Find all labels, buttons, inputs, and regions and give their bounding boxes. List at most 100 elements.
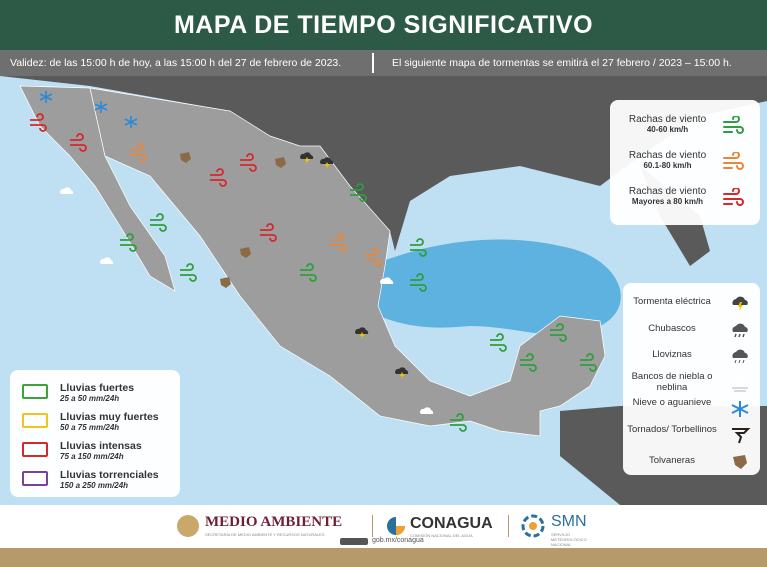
- weather-label: Tolvaneras: [649, 455, 695, 466]
- weather-icon: [731, 401, 749, 417]
- wind-stroke: [723, 116, 744, 134]
- validity: Validez: de las 15:00 h de hoy, a las 15…: [10, 57, 342, 69]
- map-icon: [580, 353, 597, 372]
- map-icon: [380, 277, 394, 284]
- wind-mark: [210, 168, 227, 187]
- wind-mark: [70, 133, 87, 152]
- wind-icon: [723, 188, 744, 206]
- cloud: [732, 296, 748, 305]
- wind-mark: [550, 323, 567, 342]
- next-map: El siguiente mapa de tormentas se emitir…: [392, 57, 732, 69]
- rain: [734, 333, 745, 337]
- wind-mark: [150, 213, 167, 232]
- rain-name: Lluvias torrenciales: [60, 469, 159, 481]
- map-icon: [60, 187, 74, 194]
- wind-legend: Rachas de viento 40-60 km/h Rachas de vien…: [610, 100, 760, 225]
- divider: [508, 515, 509, 537]
- wind-range: Mayores a 80 km/h: [631, 197, 704, 206]
- wind-stroke: [723, 152, 744, 170]
- smn-logo: [521, 514, 545, 538]
- map-icon: [70, 133, 87, 152]
- map-icon: [124, 116, 138, 128]
- wind-mark: [450, 413, 467, 432]
- weather-label: Lloviznas: [652, 349, 692, 360]
- rain-label: Lluvias torrenciales 150 a 250 mm/24h: [60, 469, 159, 490]
- dust-mark: [275, 157, 286, 168]
- wind-mark: [260, 223, 277, 242]
- footer-band: [0, 548, 767, 567]
- separator: [372, 53, 374, 73]
- wind-mark: [410, 238, 427, 257]
- weather-legend: Tormenta eléctrica Chubascos Lloviznas Banc…: [623, 283, 760, 475]
- wind-label: Rachas de viento 40-60 km/h: [620, 114, 715, 134]
- map-icon: [300, 152, 314, 164]
- weather-label: Bancos de niebla o neblina: [631, 370, 713, 393]
- map-icon: [490, 333, 507, 352]
- rain-label: Lluvias muy fuertes 50 a 75 mm/24h: [60, 411, 159, 432]
- cloud: [732, 349, 748, 358]
- wind-stroke: [723, 188, 744, 206]
- wind-mark: [330, 233, 347, 252]
- dust-mark: [220, 277, 231, 288]
- map-icon: [395, 367, 409, 379]
- bolt-mark: [325, 162, 330, 169]
- map-icon: [39, 91, 53, 103]
- weather-icon: [732, 349, 748, 364]
- deep-water: [330, 239, 621, 335]
- wind-icon: [723, 152, 744, 170]
- weather-icon: [732, 376, 748, 392]
- map-icon: [330, 233, 347, 252]
- wind-name: Rachas de viento: [628, 186, 707, 197]
- storm-mark: [300, 152, 314, 159]
- map-icon: [365, 248, 382, 267]
- title: MAPA DE TIEMPO SIGNIFICATIVO: [0, 0, 767, 50]
- wind-mark: [130, 143, 147, 162]
- footer: MEDIO AMBIENTE SECRETARÍA DE MEDIO AMBIE…: [0, 505, 767, 548]
- wind-label: Rachas de viento Mayores a 80 km/h: [620, 186, 715, 206]
- map-icon: [30, 113, 47, 132]
- snow-mark: [39, 91, 53, 103]
- cloud-mark: [420, 407, 434, 414]
- rain-swatch: [22, 471, 48, 486]
- info-bar: Validez: de las 15:00 h de hoy, a las 15…: [0, 50, 767, 76]
- semarnat-logo: [177, 515, 199, 537]
- wind-mark: [30, 113, 47, 132]
- wind-mark: [350, 183, 367, 202]
- conagua-sub: COMISIÓN NACIONAL DEL AGUA: [410, 533, 473, 538]
- rain-swatch: [22, 384, 48, 399]
- map-icon: [150, 213, 167, 232]
- bolt-mark: [360, 332, 365, 339]
- bolt: [738, 302, 743, 311]
- map-icon: [355, 327, 369, 339]
- bolt-mark: [305, 157, 310, 164]
- wind-mark: [180, 263, 197, 282]
- weather-label: Chubascos: [648, 322, 696, 334]
- weather-icon: [733, 455, 747, 469]
- cloud-mark: [380, 277, 394, 284]
- wind-mark: [300, 263, 317, 282]
- wind-label: Rachas de viento 60.1-80 km/h: [620, 150, 715, 170]
- rain-range: 75 a 150 mm/24h: [60, 452, 124, 461]
- rain-name: Lluvias muy fuertes: [60, 411, 159, 423]
- wind-mark: [490, 333, 507, 352]
- wind-mark: [520, 353, 537, 372]
- rain-name: Lluvias fuertes: [60, 382, 135, 394]
- divider: [372, 515, 373, 537]
- rain-label: Lluvias fuertes 25 a 50 mm/24h: [60, 382, 134, 403]
- wind-range: 60.1-80 km/h: [643, 161, 692, 170]
- wind-name: Rachas de viento: [628, 114, 707, 125]
- storm-mark: [355, 327, 369, 334]
- wind-name: Rachas de viento: [628, 150, 707, 161]
- map-icons: [30, 91, 597, 432]
- map-icon: [130, 143, 147, 162]
- map-icon: [180, 152, 191, 163]
- map-icon: [550, 323, 567, 342]
- map-icon: [180, 263, 197, 282]
- wind-mark: [365, 248, 382, 267]
- snow: [731, 401, 749, 417]
- rain: [734, 359, 745, 364]
- fog: [732, 386, 748, 392]
- snow-mark: [124, 116, 138, 128]
- map-icon: [210, 168, 227, 187]
